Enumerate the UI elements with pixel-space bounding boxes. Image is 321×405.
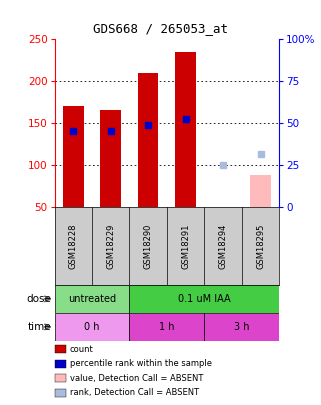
Bar: [63, 106, 83, 207]
Bar: [250, 175, 271, 207]
Text: value, Detection Call = ABSENT: value, Detection Call = ABSENT: [70, 373, 203, 383]
Text: GSM18228: GSM18228: [69, 223, 78, 269]
Text: GSM18295: GSM18295: [256, 223, 265, 269]
Text: GSM18290: GSM18290: [144, 223, 153, 269]
Bar: [100, 110, 121, 207]
Bar: [138, 72, 159, 207]
Text: GSM18229: GSM18229: [106, 223, 115, 269]
Text: GSM18294: GSM18294: [219, 223, 228, 269]
Text: 1 h: 1 h: [159, 322, 175, 332]
Bar: [55, 313, 129, 341]
Text: untreated: untreated: [68, 294, 116, 304]
Text: 0.1 uM IAA: 0.1 uM IAA: [178, 294, 231, 304]
Text: 3 h: 3 h: [234, 322, 249, 332]
Text: GDS668 / 265053_at: GDS668 / 265053_at: [93, 22, 228, 35]
Text: 0 h: 0 h: [84, 322, 100, 332]
Text: GSM18291: GSM18291: [181, 223, 190, 269]
Bar: [175, 51, 196, 207]
Bar: [55, 285, 129, 313]
Text: count: count: [70, 345, 94, 354]
Text: percentile rank within the sample: percentile rank within the sample: [70, 359, 212, 368]
Bar: [129, 313, 204, 341]
Text: time: time: [28, 322, 51, 332]
Text: rank, Detection Call = ABSENT: rank, Detection Call = ABSENT: [70, 388, 199, 397]
Bar: [129, 285, 279, 313]
Bar: [204, 313, 279, 341]
Text: dose: dose: [27, 294, 51, 304]
